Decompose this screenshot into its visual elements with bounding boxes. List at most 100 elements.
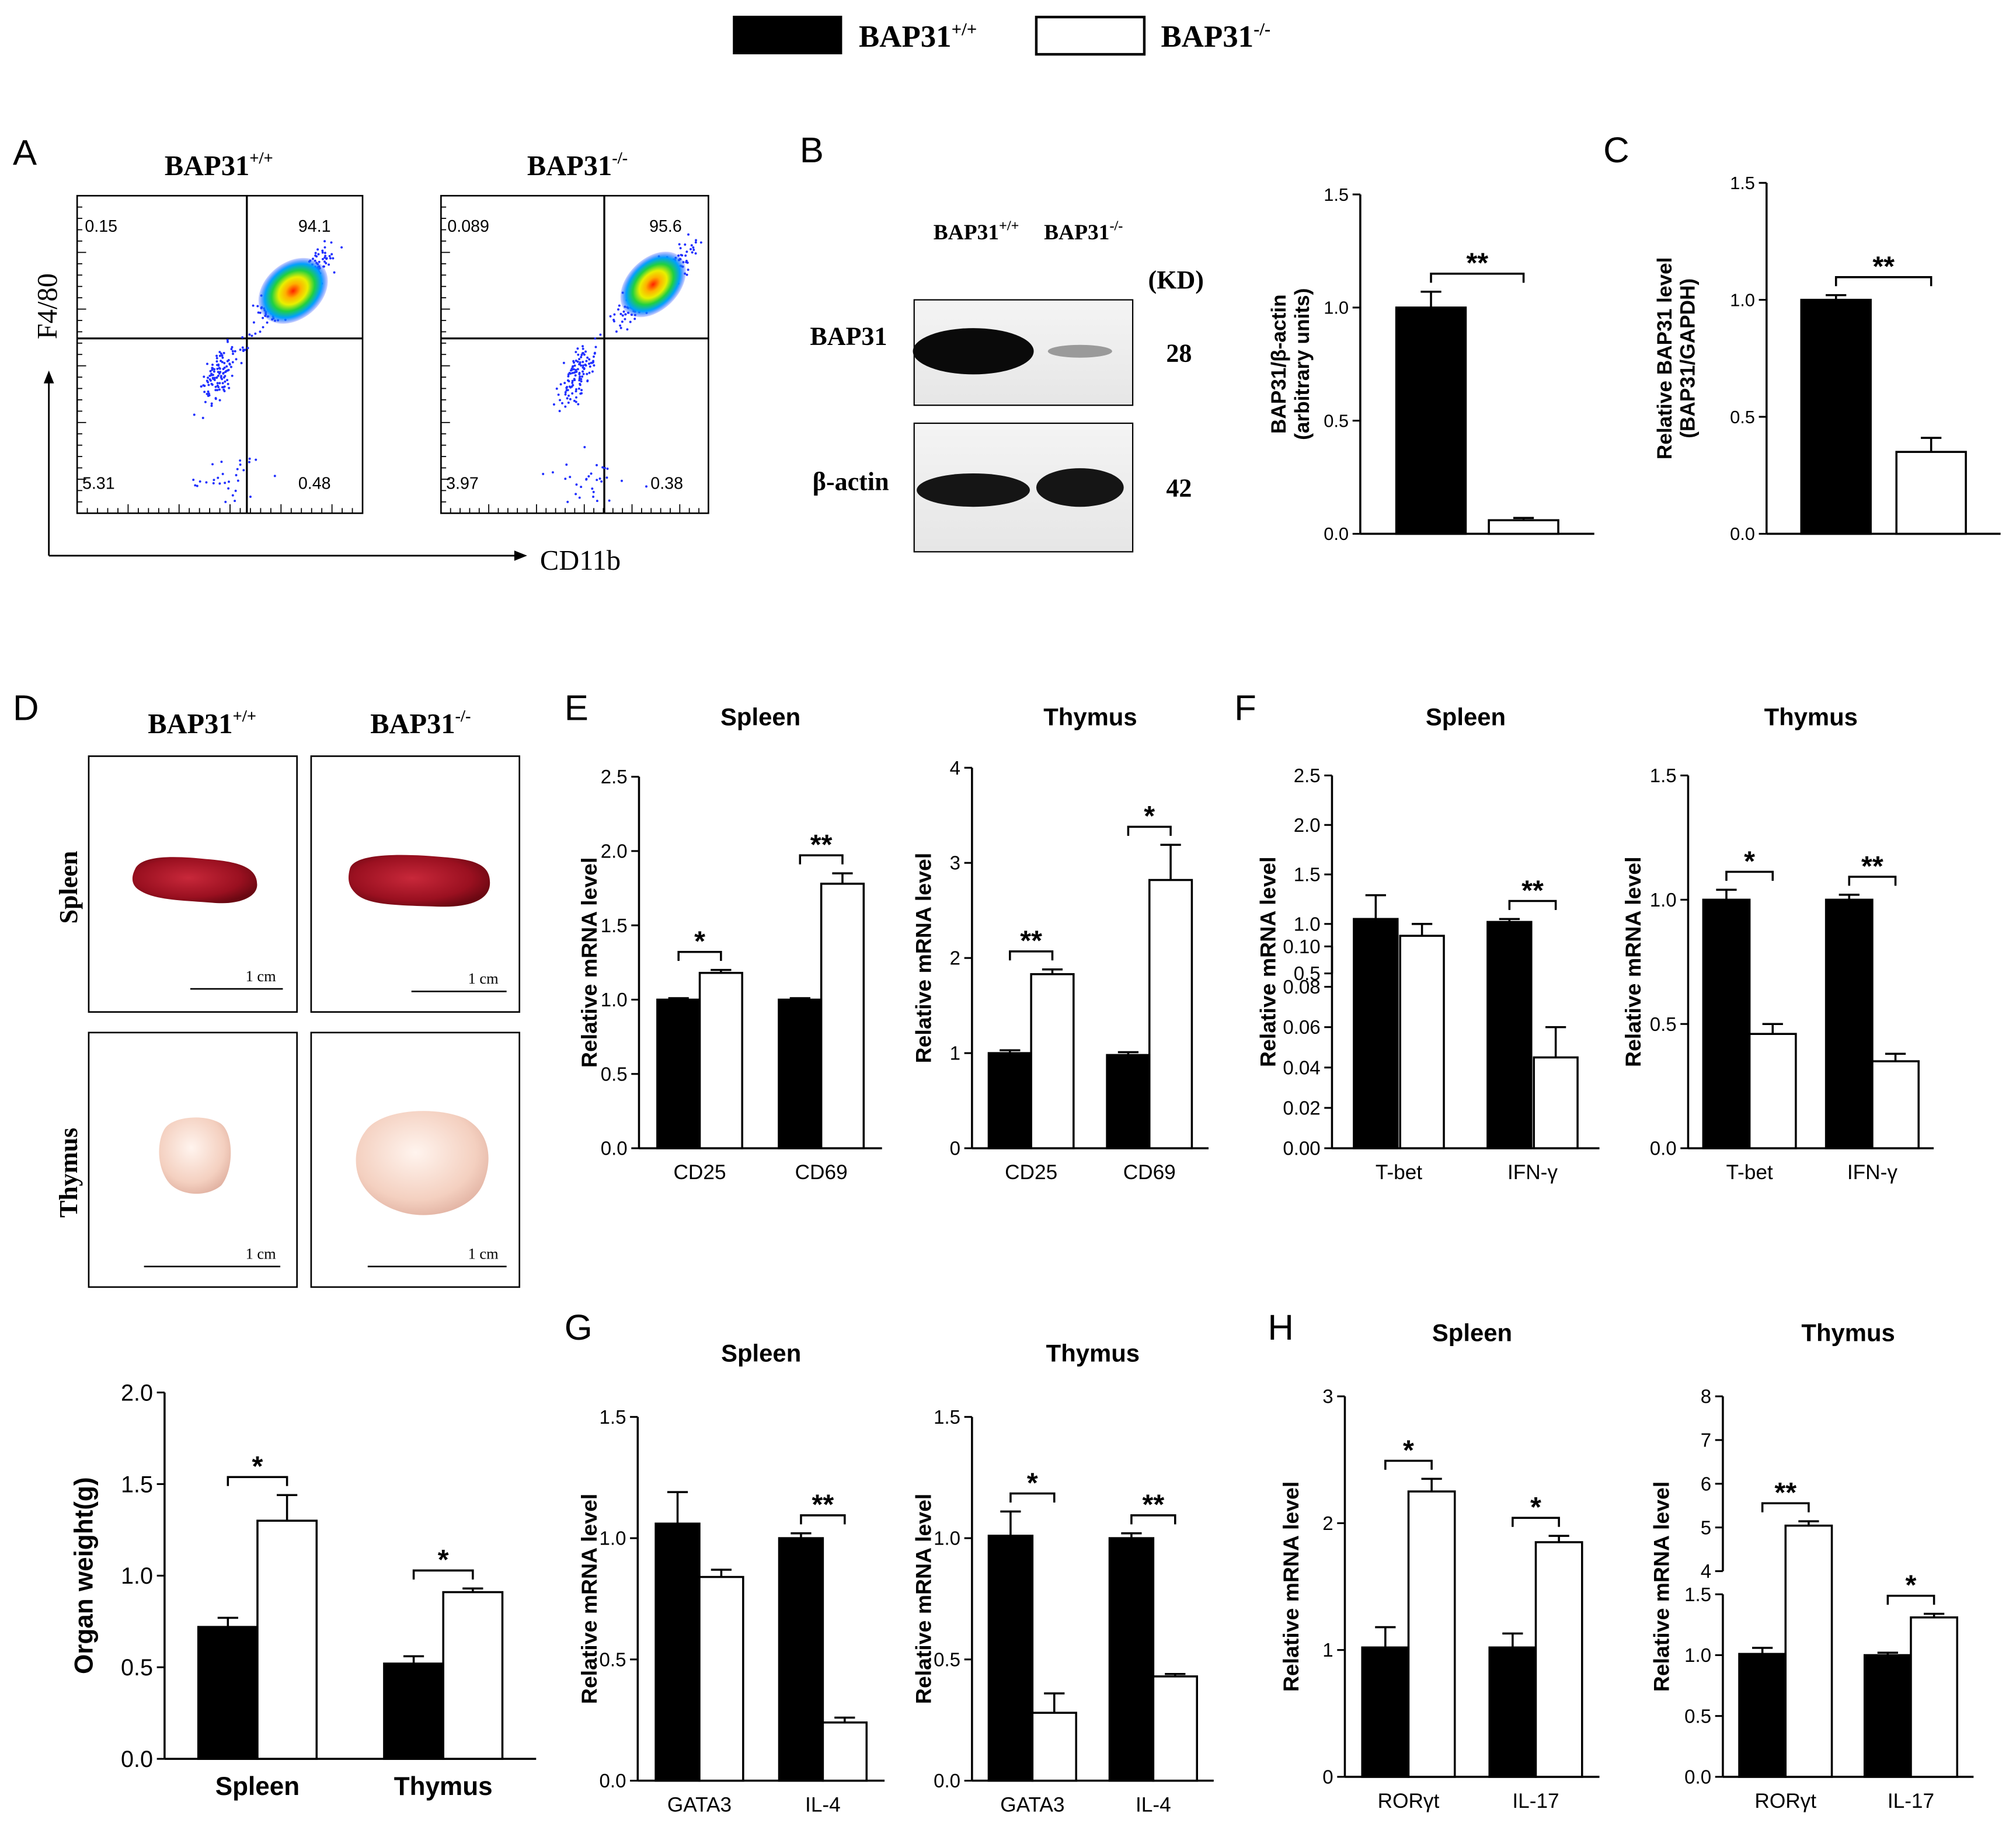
flow-event — [332, 257, 335, 260]
flow-event — [572, 368, 575, 371]
x-tick-label: Thymus — [394, 1772, 493, 1801]
bar-wt — [1702, 898, 1751, 1149]
y-tick-label: 2 — [1322, 1512, 1333, 1534]
flow-event — [227, 368, 230, 371]
flow-plot-wt: 0.15 94.1 5.31 0.48 — [76, 194, 364, 514]
significance-stars: ** — [812, 1489, 834, 1521]
flow-event — [562, 361, 565, 364]
flow-event — [577, 403, 580, 406]
x-tick-label: IL-4 — [805, 1793, 841, 1816]
legend-ko-label: BAP31-/- — [1161, 19, 1271, 54]
flow-event — [207, 384, 210, 386]
flow-event — [574, 400, 577, 403]
flow-event — [608, 499, 611, 502]
blot-actin-band-wt — [917, 473, 1030, 507]
flow-event — [211, 367, 214, 370]
panel-letter-c: C — [1603, 130, 1629, 170]
y-tick-label: 2.0 — [601, 841, 628, 862]
flow-event — [316, 248, 319, 251]
flow-event — [582, 361, 584, 363]
flow-event — [585, 478, 588, 481]
flow-event — [567, 380, 570, 383]
flow-event — [605, 476, 608, 479]
flow-event — [574, 374, 577, 377]
y-axis-label: Relative mRNA level — [911, 1494, 935, 1704]
bar-ko — [1748, 1033, 1797, 1149]
flow-event — [596, 479, 598, 482]
flow-event — [573, 361, 576, 364]
significance-bracket — [1508, 900, 1557, 910]
flow-event — [569, 372, 572, 375]
flow-event — [207, 377, 210, 379]
flow-event — [589, 365, 591, 368]
flow-event — [216, 382, 219, 385]
flow-event — [572, 365, 574, 368]
x-tick-label: IFN-γ — [1507, 1161, 1558, 1184]
flow-event — [690, 244, 693, 247]
flow-event — [591, 361, 594, 364]
flow-event — [596, 463, 598, 466]
flow-event — [575, 483, 578, 486]
flow-event — [645, 485, 648, 488]
flow-event — [580, 378, 583, 381]
bar-wt — [1488, 1646, 1537, 1778]
flow-ko-ul: 0.089 — [447, 217, 489, 236]
flow-event — [208, 374, 211, 377]
chart-title: Spleen — [1426, 703, 1506, 731]
y-tick-label: 0.5 — [1730, 407, 1755, 427]
significance-bracket — [1384, 1459, 1433, 1470]
y-axis-label: Relative mRNA level — [577, 857, 601, 1068]
chart-title: Thymus — [1764, 703, 1858, 731]
flow-event — [239, 459, 242, 462]
chart-e-thymus: 0 1 2 3 4 Relative mRNA level Thymus CD25 ** CD69… — [911, 703, 1209, 1184]
thymus-wt-image — [159, 1117, 231, 1194]
significance-bracket — [799, 854, 844, 865]
flow-event — [248, 461, 250, 463]
flow-event — [621, 320, 624, 323]
x-tick-label: CD25 — [674, 1161, 726, 1184]
flow-event — [262, 326, 264, 329]
y-axis-label: Relative mRNA level — [1279, 1482, 1303, 1692]
flow-event — [596, 500, 598, 503]
bar-wt — [1738, 1653, 1787, 1778]
flow-event — [222, 351, 225, 354]
flow-event — [217, 371, 220, 374]
panel-letter-f: F — [1234, 688, 1256, 728]
flow-event — [213, 370, 215, 373]
y-tick-label: 0 — [1322, 1766, 1333, 1788]
legend-wt-label: BAP31+/+ — [859, 19, 977, 54]
flow-event — [588, 362, 591, 365]
blot-actin-label: β-actin — [813, 468, 889, 496]
flow-event — [588, 371, 591, 374]
flow-event — [624, 318, 626, 320]
flow-event — [590, 472, 593, 475]
flow-event — [586, 356, 589, 359]
flow-event — [241, 346, 244, 349]
bar-ko — [1784, 1524, 1833, 1778]
panel-letter-g: G — [565, 1308, 593, 1348]
flow-event — [620, 479, 623, 482]
x-tick-label: CD69 — [795, 1161, 848, 1184]
flow-event — [222, 376, 225, 379]
flow-event — [626, 328, 629, 331]
significance-stars: * — [1027, 1467, 1038, 1498]
flow-event — [618, 304, 621, 307]
flow-event — [599, 333, 602, 336]
flow-event — [242, 350, 245, 353]
scale-label-4: 1 cm — [468, 1245, 499, 1262]
flow-event — [567, 373, 570, 376]
flow-event — [249, 496, 252, 499]
flow-x-arrowhead — [514, 550, 527, 561]
flow-plot-wt-density-core — [258, 257, 328, 324]
flow-event — [576, 368, 579, 371]
flow-event — [694, 252, 697, 255]
bar-ko — [1534, 1541, 1583, 1778]
flow-event — [206, 362, 208, 365]
flow-event — [579, 392, 582, 395]
flow-event — [199, 480, 201, 483]
flow-event — [213, 377, 216, 379]
flow-event — [219, 371, 222, 374]
flow-event — [571, 392, 574, 395]
y-tick-label: 0.0 — [1730, 524, 1755, 544]
chart-title: Thymus — [1801, 1319, 1895, 1346]
